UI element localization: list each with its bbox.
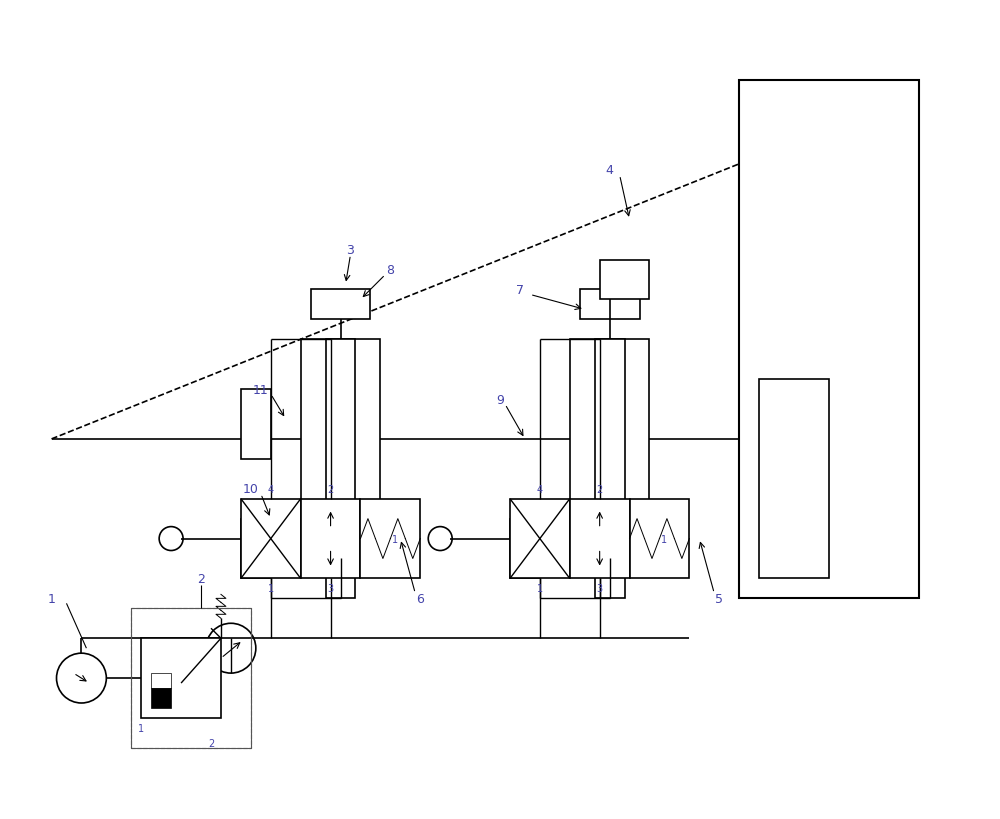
Text: 2: 2 bbox=[597, 484, 603, 494]
Bar bbox=[580, 290, 640, 320]
Bar bbox=[241, 499, 301, 579]
Text: 1: 1 bbox=[138, 723, 144, 733]
Bar bbox=[241, 390, 271, 459]
Bar bbox=[759, 380, 829, 579]
Text: 1: 1 bbox=[392, 534, 398, 544]
Bar bbox=[301, 340, 380, 559]
Text: 3: 3 bbox=[328, 584, 334, 594]
Bar bbox=[151, 688, 171, 708]
Bar bbox=[131, 609, 251, 748]
Text: 8: 8 bbox=[386, 264, 394, 277]
Bar bbox=[510, 499, 570, 579]
Bar bbox=[131, 609, 251, 748]
Bar bbox=[241, 519, 271, 579]
Bar bbox=[595, 340, 625, 599]
Text: 1: 1 bbox=[48, 592, 55, 605]
Text: 1: 1 bbox=[537, 584, 543, 594]
Text: 2: 2 bbox=[197, 572, 205, 586]
Bar bbox=[600, 260, 649, 300]
Bar bbox=[360, 499, 420, 579]
Bar bbox=[580, 529, 640, 559]
Bar bbox=[570, 340, 649, 559]
Bar bbox=[151, 673, 171, 688]
Bar bbox=[570, 499, 630, 579]
Bar bbox=[311, 529, 370, 559]
Bar bbox=[311, 290, 370, 320]
Bar bbox=[510, 519, 540, 579]
Text: 4: 4 bbox=[606, 164, 614, 177]
Text: 9: 9 bbox=[496, 393, 504, 406]
Bar bbox=[141, 639, 221, 718]
Text: 2: 2 bbox=[208, 738, 214, 748]
Text: 4: 4 bbox=[268, 484, 274, 494]
Bar bbox=[301, 499, 360, 579]
Text: 2: 2 bbox=[327, 484, 334, 494]
Text: 5: 5 bbox=[715, 592, 723, 605]
Text: 3: 3 bbox=[597, 584, 603, 594]
Text: 3: 3 bbox=[347, 244, 354, 256]
Text: 7: 7 bbox=[516, 283, 524, 296]
Text: 4: 4 bbox=[537, 484, 543, 494]
Text: 6: 6 bbox=[416, 592, 424, 605]
Text: 1: 1 bbox=[268, 584, 274, 594]
Text: 11: 11 bbox=[253, 383, 269, 396]
Bar bbox=[630, 499, 689, 579]
Bar bbox=[326, 340, 355, 599]
Bar bbox=[739, 81, 919, 599]
Text: 10: 10 bbox=[243, 482, 259, 495]
Text: 1: 1 bbox=[661, 534, 668, 544]
